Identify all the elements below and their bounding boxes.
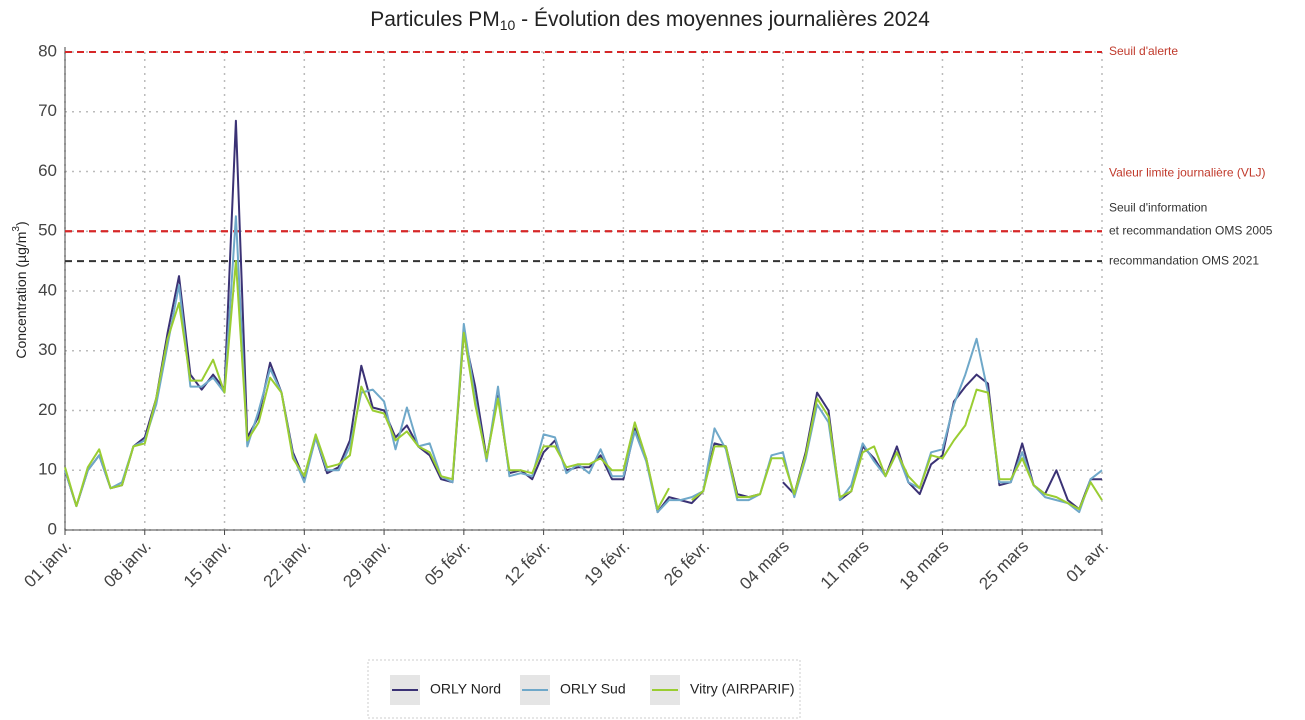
chart-title: Particules PM10 - Évolution des moyennes… — [370, 8, 930, 33]
x-tick-label: 04 mars — [736, 537, 793, 594]
x-tick-label: 29 janv. — [339, 537, 394, 592]
title-rest: - Évolution des moyennes journalières 20… — [515, 8, 930, 31]
x-tick-label: 22 janv. — [260, 537, 315, 592]
reference-label: Valeur limite journalière (VLJ) — [1109, 165, 1266, 179]
y-tick-label: 40 — [38, 280, 57, 299]
y-tick-label: 50 — [38, 221, 57, 240]
legend-label: ORLY Sud — [560, 681, 626, 697]
y-tick-label: 10 — [38, 460, 57, 479]
y-axis-label: Concentration (µg/m3) — [11, 221, 29, 358]
y-tick-label: 0 — [48, 519, 57, 538]
x-tick-label: 25 mars — [975, 537, 1032, 594]
ylabel-text: Concentration (µg/m — [13, 232, 29, 359]
reference-label: et recommandation OMS 2005 — [1109, 223, 1273, 237]
x-tick-label: 26 févr. — [660, 537, 713, 590]
x-tick-label: 11 mars — [817, 537, 873, 593]
legend-label: Vitry (AIRPARIF) — [690, 681, 795, 697]
y-tick-label: 20 — [38, 400, 57, 419]
y-tick-label: 60 — [38, 161, 57, 180]
title-text: Particules PM — [370, 8, 500, 31]
series-line — [64, 260, 1103, 511]
title-sub: 10 — [500, 17, 516, 33]
reference-label: recommandation OMS 2021 — [1109, 253, 1259, 267]
x-tick-label: 19 févr. — [581, 537, 634, 590]
x-tick-label: 05 févr. — [421, 537, 474, 590]
x-tick-label: 15 janv. — [180, 537, 235, 592]
x-tick-label: 01 avr. — [1062, 537, 1112, 587]
reference-label: Seuil d'information — [1109, 200, 1207, 214]
x-tick-label: 01 janv. — [20, 537, 75, 592]
y-tick-label: 30 — [38, 340, 57, 359]
x-tick-label: 08 janv. — [100, 537, 155, 592]
legend-box — [367, 659, 801, 719]
ylabel-sup: 3 — [11, 226, 22, 232]
y-tick-label: 80 — [38, 41, 57, 60]
x-tick-label: 18 mars — [896, 537, 953, 594]
legend-label: ORLY Nord — [430, 681, 501, 697]
y-tick-label: 70 — [38, 101, 57, 120]
ylabel-end: ) — [13, 221, 29, 226]
x-tick-label: 12 févr. — [501, 537, 554, 590]
reference-label: Seuil d'alerte — [1109, 44, 1178, 58]
